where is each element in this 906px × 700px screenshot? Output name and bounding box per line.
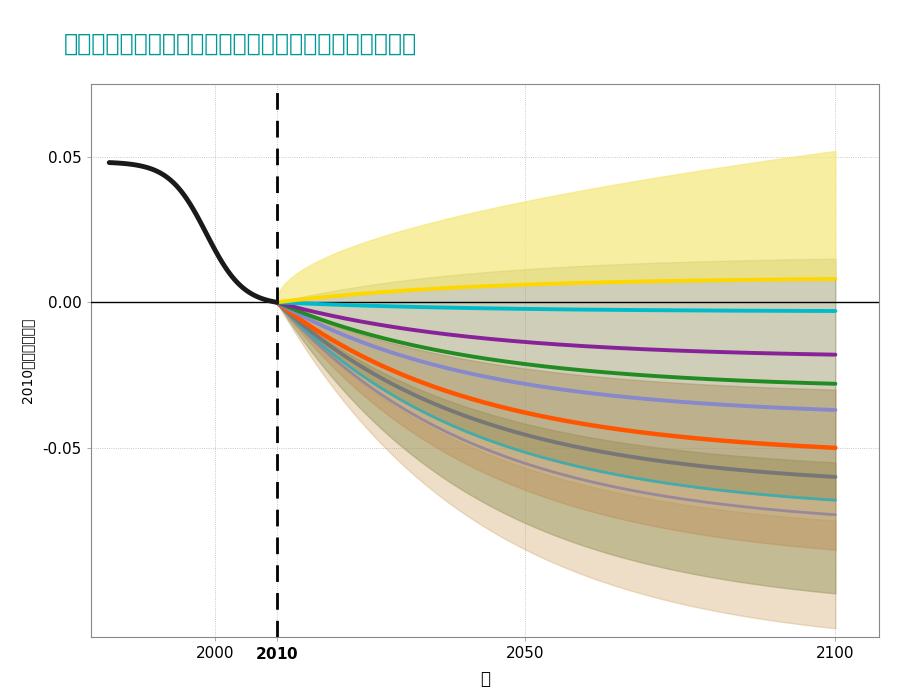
Text: 生物多様性の劣化と取り組みのシナリオに応じたカーヴ: 生物多様性の劣化と取り組みのシナリオに応じたカーヴ bbox=[63, 32, 417, 55]
Y-axis label: 2010年値との比較: 2010年値との比較 bbox=[20, 318, 34, 403]
X-axis label: 年: 年 bbox=[479, 671, 490, 688]
